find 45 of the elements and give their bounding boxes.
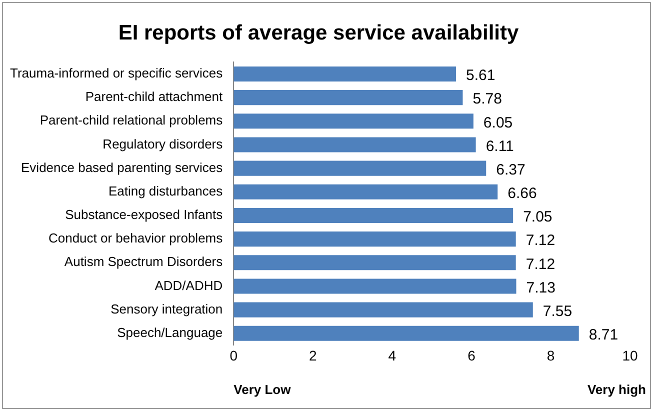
x-tick-label: 2 [309,347,318,364]
text: Very high [587,382,646,398]
data-label: 7.12 [526,256,556,273]
bar [234,66,456,82]
y-tick-label: Parent-child attachment [85,89,224,104]
x-tick-label: 10 [622,347,638,364]
data-label: 7.55 [542,302,572,320]
data-label: 6.37 [496,161,526,178]
y-tick-label: Speech/Language [117,324,223,340]
text: Very Low [234,382,292,398]
y-tick-label: Substance-exposed Infants [65,207,224,222]
x-tick-label: 4 [388,347,396,364]
y-tick-label: Evidence based parenting services [21,160,224,175]
bar [234,160,486,176]
data-label: 7.05 [523,208,552,226]
data-label: 6.11 [486,138,514,155]
bar [234,255,516,270]
data-label: 5.78 [472,90,502,108]
y-tick-label: Sensory integration [110,301,223,316]
x-tick-label: 8 [546,347,555,364]
x-tick-label: 0 [230,347,238,364]
y-tick-label: Autism Spectrum Disorders [64,254,224,270]
y-tick-label: Trauma-informed or specific services [10,66,224,81]
y-tick-label: Regulatory disorders [102,136,224,152]
bar [234,137,476,152]
bar [234,278,516,294]
bar [234,326,579,341]
bar [234,208,514,224]
y-tick-label: Eating disturbances [108,183,224,198]
bar [234,90,463,106]
bar [234,114,474,129]
data-label: 6.66 [508,185,537,202]
bar [234,232,516,247]
bar [234,184,498,200]
data-label: 5.61 [466,67,496,84]
y-tick-label: Conduct or behavior problems [48,230,224,246]
y-tick-label: Parent-child relational problems [40,112,224,128]
bar [234,302,533,318]
chart-title: EI reports of average service availability [118,21,520,44]
data-label: 7.13 [526,279,556,296]
data-label: 6.05 [483,114,513,132]
data-label: 8.71 [588,326,618,344]
x-tick-label: 6 [468,347,476,364]
y-tick-label: ADD/ADHD [154,278,223,293]
data-label: 7.12 [526,232,556,250]
